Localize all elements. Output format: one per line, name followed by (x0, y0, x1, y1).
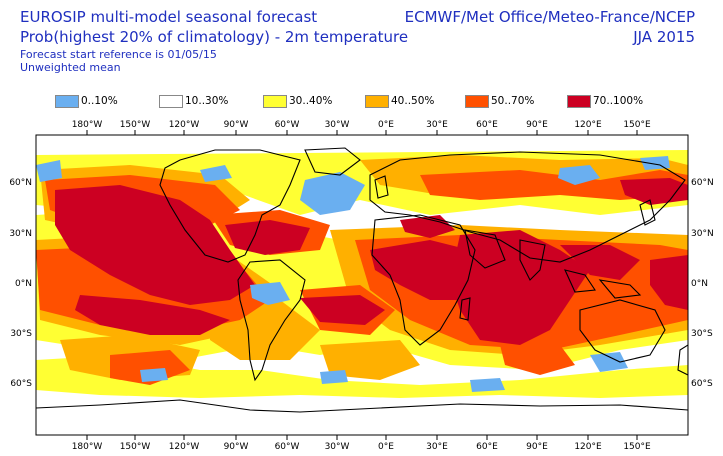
lat-labels-left: 60°N 30°N 0°N 30°S 60°S (9, 178, 32, 389)
source-label: ECMWF/Met Office/Meteo-France/NCEP (404, 8, 695, 26)
lat-label: 30°S (10, 329, 32, 339)
legend-item: 70..100% (567, 93, 643, 109)
lon-label: 90°W (224, 442, 249, 452)
legend-swatch (263, 94, 287, 108)
lon-label: 120°W (169, 442, 200, 452)
lat-labels-right: 60°N 30°N 0°N 30°S 60°S (691, 178, 714, 389)
legend-label: 30..40% (289, 95, 333, 107)
probability-field (36, 135, 688, 435)
lat-label: 0°N (15, 279, 32, 289)
lon-label: 60°E (476, 442, 498, 452)
lat-label: 30°S (691, 329, 713, 339)
legend-item: 50..70% (465, 93, 534, 109)
lon-label: 120°E (574, 120, 602, 130)
lat-label: 0°N (691, 279, 708, 289)
lat-label: 30°N (691, 229, 714, 239)
mean-type-note: Unweighted mean (20, 61, 121, 74)
lon-label: 90°W (224, 120, 249, 130)
lon-label: 90°E (526, 442, 548, 452)
lon-label: 150°E (623, 120, 651, 130)
lat-label: 60°N (9, 178, 32, 188)
legend-item: 40..50% (365, 93, 434, 109)
legend-label: 70..100% (593, 95, 644, 107)
lat-label: 60°N (691, 178, 714, 188)
lon-label: 30°E (426, 120, 448, 130)
lon-label: 120°E (574, 442, 602, 452)
legend-item: 10..30% (159, 93, 228, 109)
lon-label: 60°E (476, 120, 498, 130)
lon-label: 0°E (378, 120, 394, 130)
lon-label: 0°E (378, 442, 394, 452)
season-label: JJA 2015 (633, 28, 695, 46)
legend-swatch (465, 94, 489, 108)
legend-label: 10..30% (185, 95, 229, 107)
lon-label: 30°W (325, 120, 350, 130)
lon-label: 150°E (623, 442, 651, 452)
map-frame (35, 134, 689, 436)
legend-swatch (55, 94, 79, 108)
legend-label: 50..70% (491, 95, 535, 107)
lon-label: 60°W (275, 442, 300, 452)
legend-item: 30..40% (263, 93, 332, 109)
lat-label: 60°S (691, 379, 713, 389)
legend-swatch (365, 94, 389, 108)
lon-label: 150°W (120, 120, 151, 130)
lon-label: 90°E (526, 120, 548, 130)
lon-label: 30°W (325, 442, 350, 452)
lat-label: 30°N (9, 229, 32, 239)
lat-label: 60°S (10, 379, 32, 389)
legend-swatch (567, 94, 591, 108)
lon-label: 180°W (72, 120, 103, 130)
map-subtitle: Prob(highest 20% of climatology) - 2m te… (20, 28, 409, 46)
forecast-start-note: Forecast start reference is 01/05/15 (20, 48, 217, 61)
legend-label: 40..50% (391, 95, 435, 107)
legend: 0..10% 10..30% 30..40% 40..50% 50..70% 7… (55, 93, 685, 109)
lon-label: 60°W (275, 120, 300, 130)
lon-label: 150°W (120, 442, 151, 452)
map-title: EUROSIP multi-model seasonal forecast (20, 8, 318, 26)
axis-ticks (86, 130, 638, 440)
lon-labels-bottom: 180°W 150°W 120°W 90°W 60°W 30°W 0°E 30°… (72, 442, 651, 452)
legend-swatch (159, 94, 183, 108)
lon-labels-top: 180°W 150°W 120°W 90°W 60°W 30°W 0°E 30°… (72, 120, 651, 130)
lon-label: 30°E (426, 442, 448, 452)
lon-label: 180°W (72, 442, 103, 452)
legend-label: 0..10% (81, 95, 118, 107)
lon-label: 120°W (169, 120, 200, 130)
legend-item: 0..10% (55, 93, 118, 109)
